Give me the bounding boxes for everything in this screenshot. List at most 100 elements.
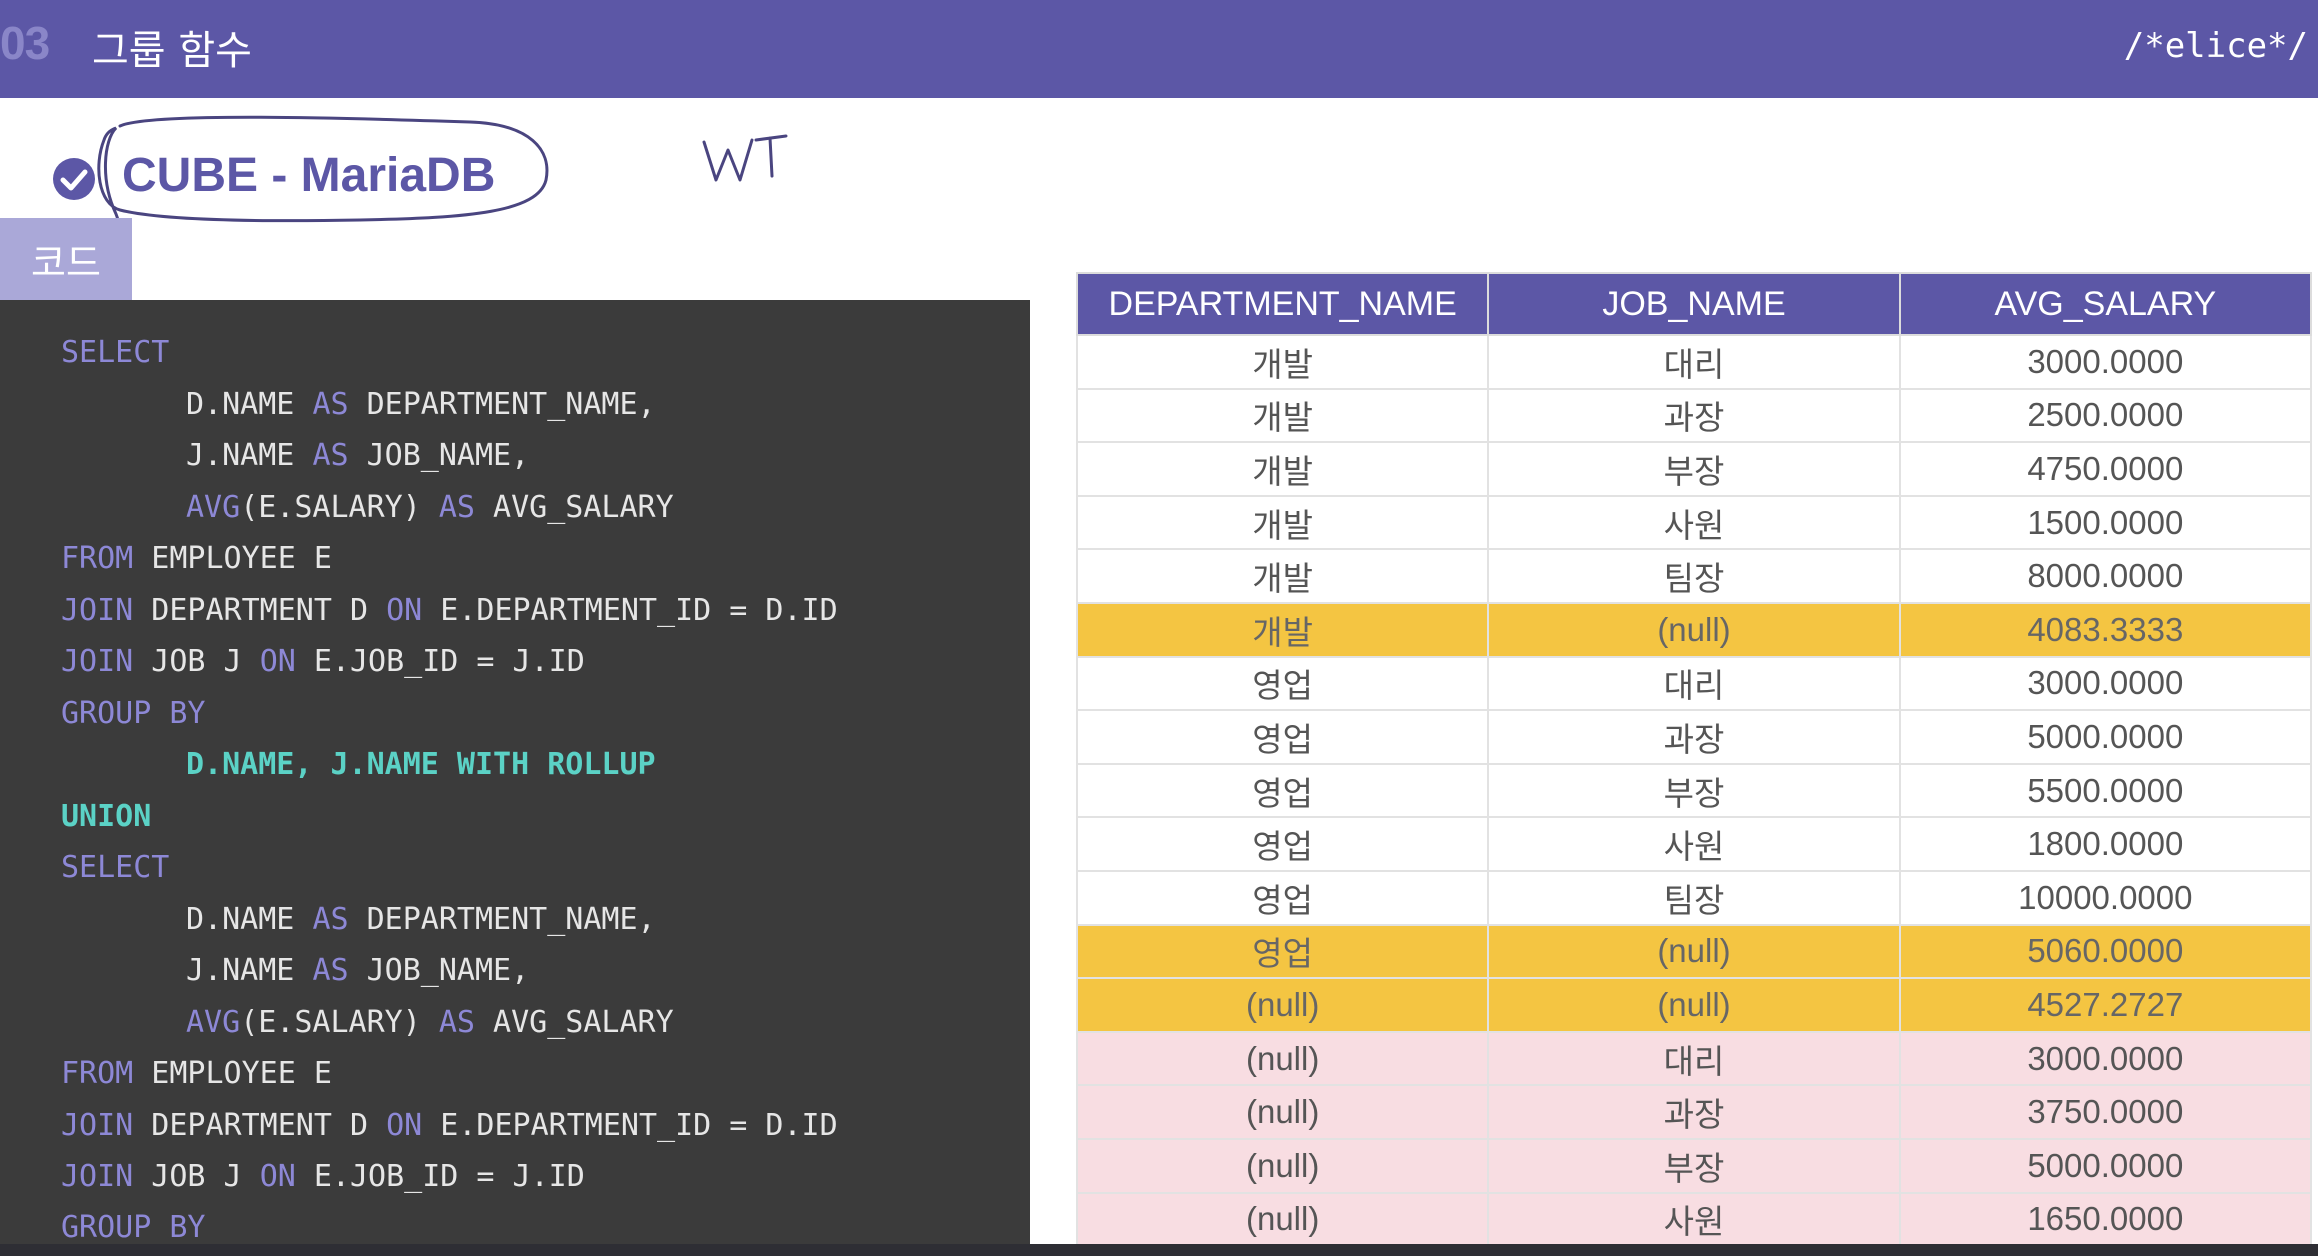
cell-job-name: (null) xyxy=(1487,601,1901,658)
code-token: GROUP BY xyxy=(61,696,206,731)
code-line: J.NAME AS JOB_NAME, xyxy=(186,945,529,996)
table-row: (null) 대리 3000.0000 xyxy=(1075,1030,2313,1087)
code-token: AVG_SALARY xyxy=(475,1005,674,1040)
code-token: DEPARTMENT D xyxy=(133,593,387,628)
code-line: SELECT xyxy=(61,842,169,893)
code-token: FROM xyxy=(61,1056,134,1091)
table-row: 영업 과장 5000.0000 xyxy=(1075,709,2313,765)
cell-department-name: 영업 xyxy=(1075,816,1490,872)
code-line: D.NAME AS DEPARTMENT_NAME, xyxy=(186,894,656,945)
code-token: FROM xyxy=(61,541,134,576)
cell-department-name: 개발 xyxy=(1075,441,1490,497)
code-line: GROUP BY xyxy=(61,688,206,739)
cell-department-name: 영업 xyxy=(1075,655,1490,712)
cell-department-name: 개발 xyxy=(1075,334,1490,390)
code-token: (E.SALARY) xyxy=(240,1005,439,1040)
code-line: AVG(E.SALARY) AS AVG_SALARY xyxy=(186,482,674,533)
cell-job-name: 사원 xyxy=(1487,494,1901,551)
cell-job-name: 사원 xyxy=(1487,816,1901,872)
cell-avg-salary: 8000.0000 xyxy=(1898,548,2313,604)
code-line: D.NAME AS DEPARTMENT_NAME, xyxy=(186,379,656,430)
code-token: GROUP BY xyxy=(61,1210,206,1245)
cell-avg-salary: 2500.0000 xyxy=(1898,387,2313,444)
code-token: AS xyxy=(312,438,349,473)
cell-department-name: 개발 xyxy=(1075,387,1490,444)
code-token: AS xyxy=(312,902,349,937)
table-row: (null) 부장 5000.0000 xyxy=(1075,1137,2313,1194)
cell-department-name: 영업 xyxy=(1075,869,1490,926)
cell-job-name: 부장 xyxy=(1487,1137,1901,1194)
cell-department-name: (null) xyxy=(1075,1137,1490,1194)
cell-avg-salary: 1500.0000 xyxy=(1898,494,2313,551)
table-row: 영업 (null) 5060.0000 xyxy=(1075,923,2313,980)
table-row: (null) (null) 4527.2727 xyxy=(1075,977,2313,1033)
cell-job-name: 대리 xyxy=(1487,655,1901,712)
code-token: ON xyxy=(386,1108,423,1143)
code-token: JOB J xyxy=(133,1159,260,1194)
code-line: FROM EMPLOYEE E xyxy=(61,1048,332,1099)
code-token: AS xyxy=(438,1005,475,1040)
code-token: JOB_NAME, xyxy=(348,438,530,473)
code-token: JOIN xyxy=(61,1108,134,1143)
code-line: JOIN DEPARTMENT D ON E.DEPARTMENT_ID = D… xyxy=(61,585,838,636)
code-line: FROM EMPLOYEE E xyxy=(61,533,332,584)
cell-avg-salary: 1800.0000 xyxy=(1898,816,2313,872)
section-number: 03 xyxy=(0,17,50,69)
table-row: 영업 대리 3000.0000 xyxy=(1075,655,2313,712)
table-row: 영업 부장 5500.0000 xyxy=(1075,762,2313,819)
code-token: JOIN xyxy=(61,1159,134,1194)
cell-job-name: 과장 xyxy=(1487,709,1901,765)
column-header-avg-salary: AVG_SALARY xyxy=(1898,272,2313,336)
cell-department-name: 개발 xyxy=(1075,494,1490,551)
cell-job-name: 부장 xyxy=(1487,441,1901,497)
code-token: DEPARTMENT_NAME, xyxy=(348,387,656,422)
cell-job-name: 사원 xyxy=(1487,1191,1901,1248)
cell-avg-salary: 4527.2727 xyxy=(1898,977,2313,1033)
table-row: 개발 과장 2500.0000 xyxy=(1075,387,2313,444)
slide-title: 그룹 함수 xyxy=(92,28,252,74)
code-token: JOB_NAME, xyxy=(348,953,530,988)
code-token: D.NAME xyxy=(186,902,313,937)
cell-avg-salary: 10000.0000 xyxy=(1898,869,2313,926)
code-token: JOIN xyxy=(61,593,134,628)
cell-department-name: 영업 xyxy=(1075,762,1490,819)
code-token: J.NAME xyxy=(186,438,313,473)
table-header-row: DEPARTMENT_NAME JOB_NAME AVG_SALARY xyxy=(1075,272,2313,336)
code-token: J.NAME xyxy=(186,953,313,988)
code-line: D.NAME, J.NAME WITH ROLLUP xyxy=(186,739,656,790)
code-token: DEPARTMENT_NAME, xyxy=(348,902,656,937)
code-token: AS xyxy=(438,490,475,525)
cell-avg-salary: 5060.0000 xyxy=(1898,923,2313,980)
cell-job-name: 팀장 xyxy=(1487,548,1901,604)
cell-avg-salary: 3750.0000 xyxy=(1898,1084,2313,1140)
cell-avg-salary: 4083.3333 xyxy=(1898,601,2313,658)
cell-avg-salary: 3000.0000 xyxy=(1898,1030,2313,1087)
code-line: JOIN JOB J ON E.JOB_ID = J.ID xyxy=(61,636,585,687)
cell-avg-salary: 4750.0000 xyxy=(1898,441,2313,497)
code-token: E.DEPARTMENT_ID = D.ID xyxy=(422,593,838,628)
cell-job-name: 부장 xyxy=(1487,762,1901,819)
code-line: SELECT xyxy=(61,327,169,378)
cell-department-name: (null) xyxy=(1075,1030,1490,1087)
code-token: SELECT xyxy=(61,335,170,370)
table-row: 개발 팀장 8000.0000 xyxy=(1075,548,2313,604)
table-row: 개발 (null) 4083.3333 xyxy=(1075,601,2313,658)
cell-job-name: 과장 xyxy=(1487,1084,1901,1140)
code-line: AVG(E.SALARY) AS AVG_SALARY xyxy=(186,997,674,1048)
code-token: E.JOB_ID = J.ID xyxy=(295,644,585,679)
cell-avg-salary: 1650.0000 xyxy=(1898,1191,2313,1248)
code-token: D.NAME, J.NAME WITH ROLLUP xyxy=(186,747,656,782)
cell-department-name: (null) xyxy=(1075,1191,1490,1248)
code-token: ON xyxy=(259,644,296,679)
code-token: AS xyxy=(312,387,349,422)
code-token: UNION xyxy=(61,799,152,834)
code-token: D.NAME xyxy=(186,387,313,422)
cell-department-name: 영업 xyxy=(1075,709,1490,765)
code-token: ON xyxy=(259,1159,296,1194)
cell-department-name: 개발 xyxy=(1075,548,1490,604)
cell-department-name: (null) xyxy=(1075,977,1490,1033)
cell-department-name: 영업 xyxy=(1075,923,1490,980)
code-tab[interactable]: 코드 xyxy=(0,218,132,300)
code-token: EMPLOYEE E xyxy=(133,1056,332,1091)
cell-avg-salary: 5000.0000 xyxy=(1898,709,2313,765)
